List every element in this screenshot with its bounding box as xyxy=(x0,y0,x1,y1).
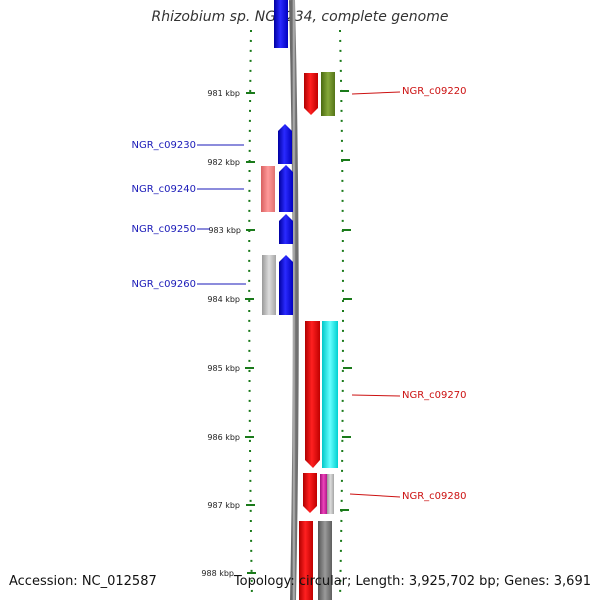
gene-label-ngr-c09230[interactable]: NGR_c09230 xyxy=(132,140,197,151)
tick-label: 984 kbp xyxy=(207,295,240,304)
gene-box-cyan xyxy=(322,321,338,468)
gene-arrow-ngr-c09240 xyxy=(279,165,293,212)
tick-label: 983 kbp xyxy=(208,226,241,235)
gene-box-olive xyxy=(321,72,335,116)
accession-text: Accession: NC_012587 xyxy=(9,574,157,589)
gene-box-darkgrey xyxy=(318,521,332,600)
tick-label: 988 kbp xyxy=(201,569,234,578)
gene-label-ngr-c09270[interactable]: NGR_c09270 xyxy=(402,390,467,401)
gene-label-ngr-c09250[interactable]: NGR_c09250 xyxy=(132,224,197,235)
gene-arrow-ngr-c09250 xyxy=(279,214,293,244)
gene-arrow-bottom xyxy=(299,521,313,600)
tick-label: 986 kbp xyxy=(207,433,240,442)
gene-arrow-ngr-c09280 xyxy=(303,473,317,513)
gene-arrow-ngr-c09270 xyxy=(305,321,320,468)
gene-label-ngr-c09260[interactable]: NGR_c09260 xyxy=(132,279,197,290)
outer-guide-ring-left xyxy=(248,29,253,600)
tick-label: 982 kbp xyxy=(207,158,240,167)
gene-arrow-ngr-c09230 xyxy=(278,124,292,164)
gene-box-grey xyxy=(262,255,276,315)
tick-label: 987 kbp xyxy=(207,501,240,510)
genome-backbone xyxy=(289,0,299,600)
gene-box-magenta xyxy=(320,474,327,514)
gene-label-ngr-c09280[interactable]: NGR_c09280 xyxy=(402,491,467,502)
map-title: Rhizobium sp. NGR234, complete genome xyxy=(151,9,449,25)
gene-label-ngr-c09220[interactable]: NGR_c09220 xyxy=(402,86,467,97)
gene-box-pink xyxy=(261,166,275,212)
genome-summary-text: Topology: circular; Length: 3,925,702 bp… xyxy=(233,574,591,589)
gene-arrow-ngr-c09260 xyxy=(279,255,293,315)
outer-guide-ring-right xyxy=(339,29,344,600)
gene-arrow-ngr-c09220 xyxy=(304,73,318,115)
leader-line-ngr-c09220 xyxy=(351,91,401,95)
gene-label-ngr-c09240[interactable]: NGR_c09240 xyxy=(132,184,197,195)
axis-ticks xyxy=(245,90,352,574)
gene-box-lightgrey xyxy=(327,474,334,514)
tick-label: 985 kbp xyxy=(207,364,240,373)
tick-label: 981 kbp xyxy=(207,89,240,98)
gene-arrow-top xyxy=(274,0,288,48)
leader-line-ngr-c09280 xyxy=(349,493,401,498)
leader-line-ngr-c09270 xyxy=(351,394,401,397)
